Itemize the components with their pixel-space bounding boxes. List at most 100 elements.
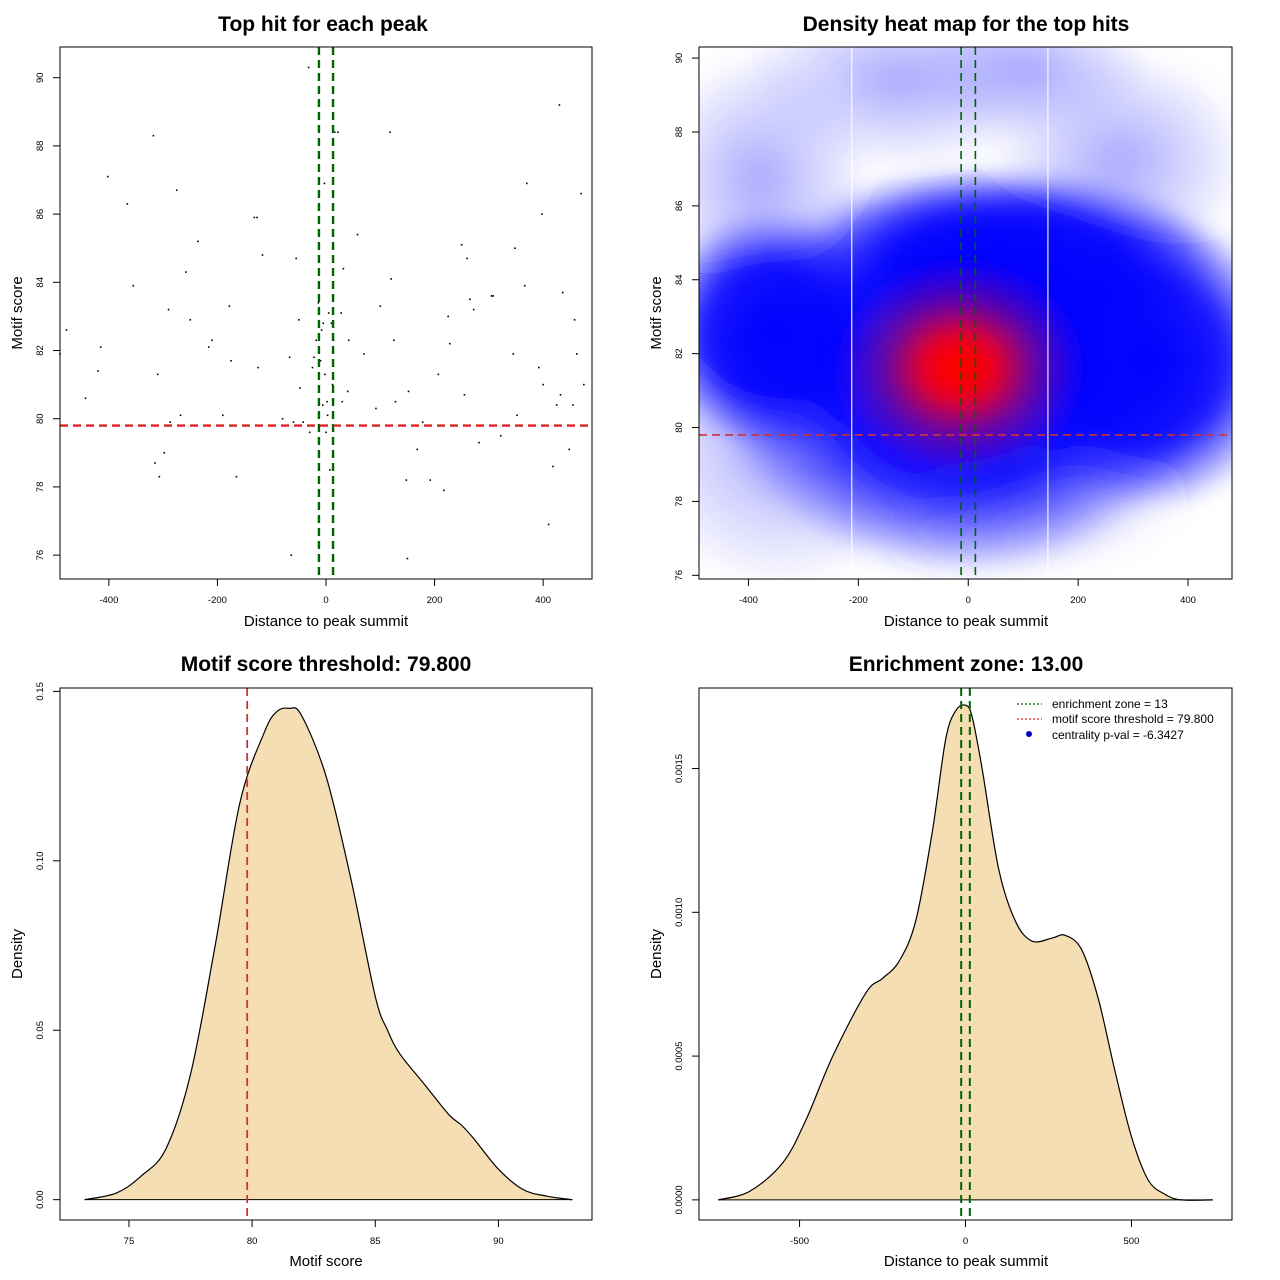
scatter-point [558,104,561,106]
scatter-point [329,469,331,471]
scatter-point [448,342,451,345]
score-density-panel: Motif score threshold: 79.800 75 80 85 90 0.… [9,653,593,1270]
scatter-point [340,312,342,314]
scatter-point [65,329,68,331]
scatter-point [443,489,445,492]
y-tick-label: 90 [674,53,685,64]
scatter-point [576,353,578,355]
y-tick-label: 76 [674,570,685,581]
scatter-point [189,319,192,321]
score-density-axes: 75 80 85 90 0.00 0.05 0.10 0.15 [35,682,504,1247]
scatter-point [526,182,528,185]
scatter-point [299,387,301,389]
scatter-point [308,431,311,434]
scatter-point [394,400,397,403]
scatter-point [106,175,109,178]
scatter-point [542,383,544,386]
scatter-panel: Top hit for each peak -400 -200 0 200 400 76 7… [9,13,593,630]
scatter-point [460,243,463,246]
scatter-point [84,397,87,400]
scatter-point [222,414,224,417]
scatter-point [337,131,339,134]
scatter-point [390,278,392,280]
legend-swatch-centrality [1026,731,1032,737]
distance-density-axes: -500 0 500 0.0000 0.0005 0.0010 0.0015 [674,754,1139,1247]
scatter-point [169,421,171,423]
scatter-point [322,322,325,325]
x-tick-label: -400 [99,595,118,606]
x-tick-label: 500 [1124,1236,1140,1247]
x-tick-label: 200 [1070,595,1086,606]
scatter-point [469,298,471,301]
scatter-point [207,346,210,348]
scatter-point [158,475,161,478]
scatter-point [324,373,326,376]
scatter-point [298,319,300,321]
heatmap-y-label: Motif score [648,276,665,349]
y-tick-label: 80 [35,413,46,424]
scatter-point [447,315,449,318]
scatter-point [389,131,391,134]
scatter-point [405,479,408,481]
y-tick-label: 86 [35,209,46,220]
x-tick-label: 75 [124,1236,135,1247]
scatter-point [379,305,382,307]
scatter-point [490,295,493,297]
legend-entry-centrality: centrality p-val = -6.3427 [1052,728,1184,742]
scatter-point [321,404,324,406]
scatter-point [167,308,170,311]
density-curve [718,704,1213,1201]
heatmap-blobs [699,47,1232,579]
scatter-point [416,448,418,451]
scatter-point [466,257,468,260]
scatter-point [547,523,550,526]
scatter-point [407,390,410,393]
scatter-point [572,404,574,406]
scatter-point [583,383,585,386]
scatter-point [327,312,330,314]
y-tick-label: 80 [674,422,685,433]
y-tick-label: 76 [35,550,46,561]
scatter-point [573,319,576,321]
score-density-y-label: Density [9,928,26,979]
scatter-point [356,233,359,236]
heatmap-panel: Density heat map for the top hits -400 -2… [648,13,1233,630]
scatter-point [541,213,543,215]
y-tick-label: 78 [35,482,46,493]
scatter-point [559,394,562,396]
x-tick-label: 80 [247,1236,258,1247]
y-tick-label: 88 [674,127,685,138]
y-tick-label: 0.10 [35,852,46,871]
x-tick-label: 85 [370,1236,381,1247]
x-tick-label: 90 [493,1236,504,1247]
scatter-point [323,182,326,185]
scatter-plot-box [59,46,593,580]
y-tick-label: 0.00 [35,1190,46,1209]
heatmap-title: Density heat map for the top hits [803,13,1130,36]
legend-entry-score-threshold: motif score threshold = 79.800 [1052,712,1214,726]
scatter-point [330,322,333,325]
y-tick-label: 0.0015 [674,754,685,783]
scatter-point [472,308,475,311]
y-tick-label: 84 [674,274,685,285]
scatter-point [97,370,99,372]
scatter-point [320,329,323,331]
scatter-title: Top hit for each peak [218,13,428,36]
scatter-point [421,421,424,423]
scatter-point [478,441,480,444]
heatmap-reference-lines [699,47,1232,579]
scatter-point [463,394,466,396]
score-density-plot-box [59,687,593,1221]
scatter-point [348,339,350,342]
distance-density-plot [718,688,1213,1220]
density-area [84,707,573,1200]
scatter-point [393,339,395,342]
heatmap-hotspot [840,263,1080,473]
scatter-point [302,421,304,423]
scatter-point [307,66,310,69]
heatmap-density [699,47,1232,579]
score-density-plot [84,688,573,1220]
y-tick-label: 86 [674,201,685,212]
legend: enrichment zone = 13 motif score thresho… [1017,697,1214,742]
scatter-point [156,373,159,376]
